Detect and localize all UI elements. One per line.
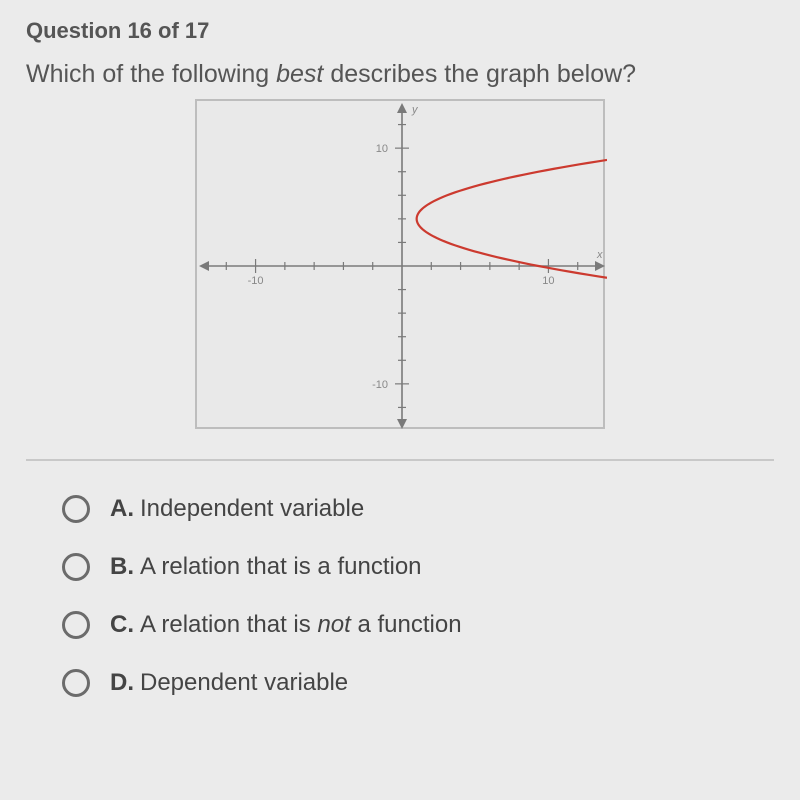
option-a[interactable]: A.Independent variable: [62, 495, 774, 523]
option-text-emph: not: [317, 611, 350, 638]
svg-text:-10: -10: [372, 379, 388, 391]
option-label: D.Dependent variable: [110, 669, 348, 697]
radio-button[interactable]: [62, 611, 90, 639]
option-label: A.Independent variable: [110, 495, 364, 523]
svg-text:-10: -10: [248, 275, 264, 287]
option-c[interactable]: C.A relation that is not a function: [62, 611, 774, 639]
svg-text:y: y: [411, 104, 419, 116]
option-d[interactable]: D.Dependent variable: [62, 669, 774, 697]
option-label: B.A relation that is a function: [110, 553, 422, 581]
svg-text:10: 10: [376, 143, 388, 155]
radio-button[interactable]: [62, 495, 90, 523]
svg-text:x: x: [596, 249, 603, 261]
section-divider: [26, 459, 774, 461]
prompt-emph: best: [276, 60, 323, 88]
option-text-after: a function: [351, 611, 462, 638]
option-text: Independent variable: [140, 495, 364, 522]
option-text-before: A relation that is: [140, 611, 317, 638]
graph-svg: -10 10 10 -10 y x: [197, 101, 607, 431]
prompt-prefix: Which of the following: [26, 60, 276, 88]
svg-text:10: 10: [542, 275, 554, 287]
option-letter: B.: [110, 553, 134, 580]
question-number: Question 16 of 17: [26, 18, 774, 44]
option-letter: A.: [110, 495, 134, 522]
option-label: C.A relation that is not a function: [110, 611, 462, 639]
option-text: Dependent variable: [140, 669, 348, 696]
option-letter: C.: [110, 611, 134, 638]
radio-button[interactable]: [62, 669, 90, 697]
graph-container: -10 10 10 -10 y x: [26, 99, 774, 429]
question-prompt: Which of the following best describes th…: [26, 60, 774, 89]
prompt-suffix: describes the graph below?: [323, 60, 636, 88]
options-list: A.Independent variableB.A relation that …: [26, 495, 774, 697]
coordinate-graph: -10 10 10 -10 y x: [195, 99, 605, 429]
radio-button[interactable]: [62, 553, 90, 581]
option-text: A relation that is a function: [140, 553, 422, 580]
option-b[interactable]: B.A relation that is a function: [62, 553, 774, 581]
option-letter: D.: [110, 669, 134, 696]
